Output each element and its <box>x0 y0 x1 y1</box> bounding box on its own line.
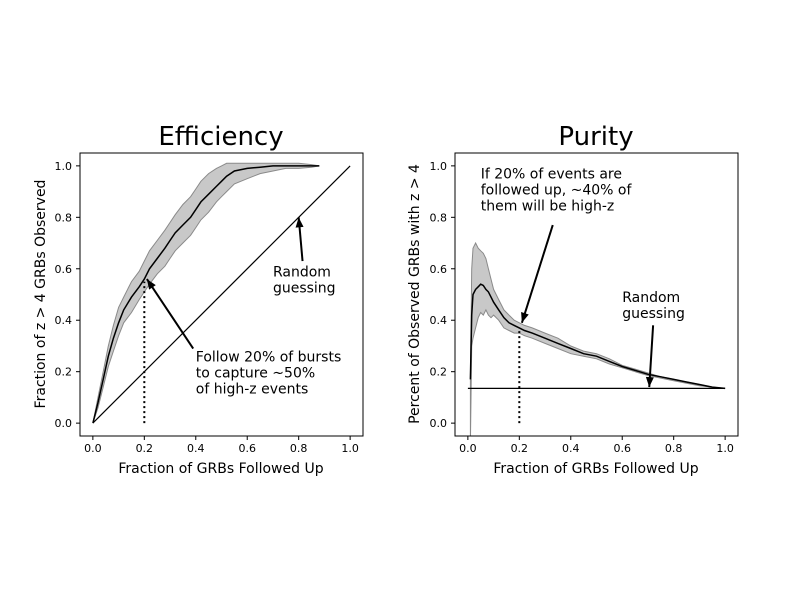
efficiency-xtick-label: 1.0 <box>341 442 359 455</box>
efficiency-annotation-arrow-head <box>295 217 304 228</box>
purity-annotation-arrow-head <box>645 376 654 388</box>
purity-annotation-line: guessing <box>622 306 685 322</box>
efficiency-xtick-label: 0.8 <box>290 442 308 455</box>
purity-annotation-line: If 20% of events are <box>481 167 622 183</box>
efficiency-annotation-line: to capture ~50% <box>196 365 315 381</box>
purity-ytick-label: 1.0 <box>430 160 448 173</box>
purity-annotation-line: followed up, ~40% of <box>481 183 633 199</box>
efficiency-xtick-label: 0.0 <box>84 442 102 455</box>
purity-ytick-label: 0.0 <box>430 417 448 430</box>
purity-ytick-label: 0.8 <box>430 211 448 224</box>
purity-panel: Purity Fraction of GRBs Followed Up Perc… <box>407 122 739 477</box>
efficiency-panel: Efficiency Fraction of GRBs Followed Up … <box>33 122 364 477</box>
purity-annotation-arrow-shaft <box>520 224 554 324</box>
purity-xtick-label: 0.8 <box>665 442 683 455</box>
efficiency-ytick-label: 0.4 <box>55 314 73 327</box>
purity-annotation-arrow-head <box>521 312 529 323</box>
efficiency-annotation-text: Follow 20% of bursts to capture ~50% of hi… <box>196 349 341 397</box>
purity-annotation-line: Random <box>622 290 680 306</box>
purity-title: Purity <box>558 122 633 152</box>
purity-xtick-label: 0.6 <box>613 442 631 455</box>
efficiency-ylabel: Fraction of z > 4 GRBs Observed <box>33 180 49 409</box>
efficiency-plot-area: 0.0 0.2 0.4 0.6 0.8 1.0 0.0 0.2 0.4 0.6 0.8 1.0 Rand… <box>55 160 359 455</box>
efficiency-ytick-label: 0.0 <box>55 417 73 430</box>
purity-xtick-label: 0.0 <box>459 442 477 455</box>
purity-xtick-label: 0.4 <box>562 442 580 455</box>
efficiency-annotation-line: guessing <box>273 280 336 296</box>
purity-annotation-line: them will be high-z <box>481 199 615 215</box>
purity-annotation-text: If 20% of events are followed up, ~40% of… <box>481 167 633 215</box>
purity-xtick-label: 0.2 <box>511 442 529 455</box>
efficiency-axes-frame <box>79 152 364 437</box>
purity-xlabel: Fraction of GRBs Followed Up <box>493 461 698 477</box>
efficiency-random-guessing-line <box>92 165 351 424</box>
purity-clipped-marks <box>467 241 726 436</box>
efficiency-ytick-label: 0.6 <box>55 263 73 276</box>
efficiency-ytick-label: 0.8 <box>55 211 73 224</box>
efficiency-annotation-arrow-head <box>146 279 156 290</box>
efficiency-annotation-line: Random <box>273 264 331 280</box>
efficiency-mean-curve <box>92 165 320 424</box>
purity-xtick-label: 1.0 <box>716 442 734 455</box>
purity-mean-curve <box>469 283 726 390</box>
efficiency-ytick-label: 1.0 <box>55 160 73 173</box>
efficiency-clipped-marks <box>92 162 351 424</box>
efficiency-ytick-label: 0.2 <box>55 366 73 379</box>
purity-ytick-label: 0.2 <box>430 366 448 379</box>
efficiency-xtick-label: 0.6 <box>238 442 256 455</box>
purity-axes-frame <box>454 152 739 437</box>
purity-annotation-arrow-shaft <box>648 325 655 388</box>
purity-plot-area: 0.0 0.2 0.4 0.6 0.8 1.0 0.0 0.2 0.4 0.6 0.8 1.0 If 2… <box>430 160 734 455</box>
efficiency-title: Efficiency <box>158 122 283 152</box>
efficiency-xtick-label: 0.2 <box>136 442 154 455</box>
efficiency-annotation-text: Random guessing <box>273 264 336 296</box>
efficiency-xlabel: Fraction of GRBs Followed Up <box>118 461 323 477</box>
efficiency-annotation-arrow-shaft <box>146 278 195 350</box>
purity-ytick-label: 0.4 <box>430 314 448 327</box>
purity-ytick-label: 0.6 <box>430 263 448 276</box>
purity-ylabel: Percent of Observed GRBs with z > 4 <box>407 164 423 424</box>
efficiency-annotation-line: Follow 20% of bursts <box>196 349 341 365</box>
efficiency-xtick-label: 0.4 <box>187 442 205 455</box>
purity-annotation-text: Random guessing <box>622 290 685 322</box>
efficiency-annotation-line: of high-z events <box>196 381 308 397</box>
